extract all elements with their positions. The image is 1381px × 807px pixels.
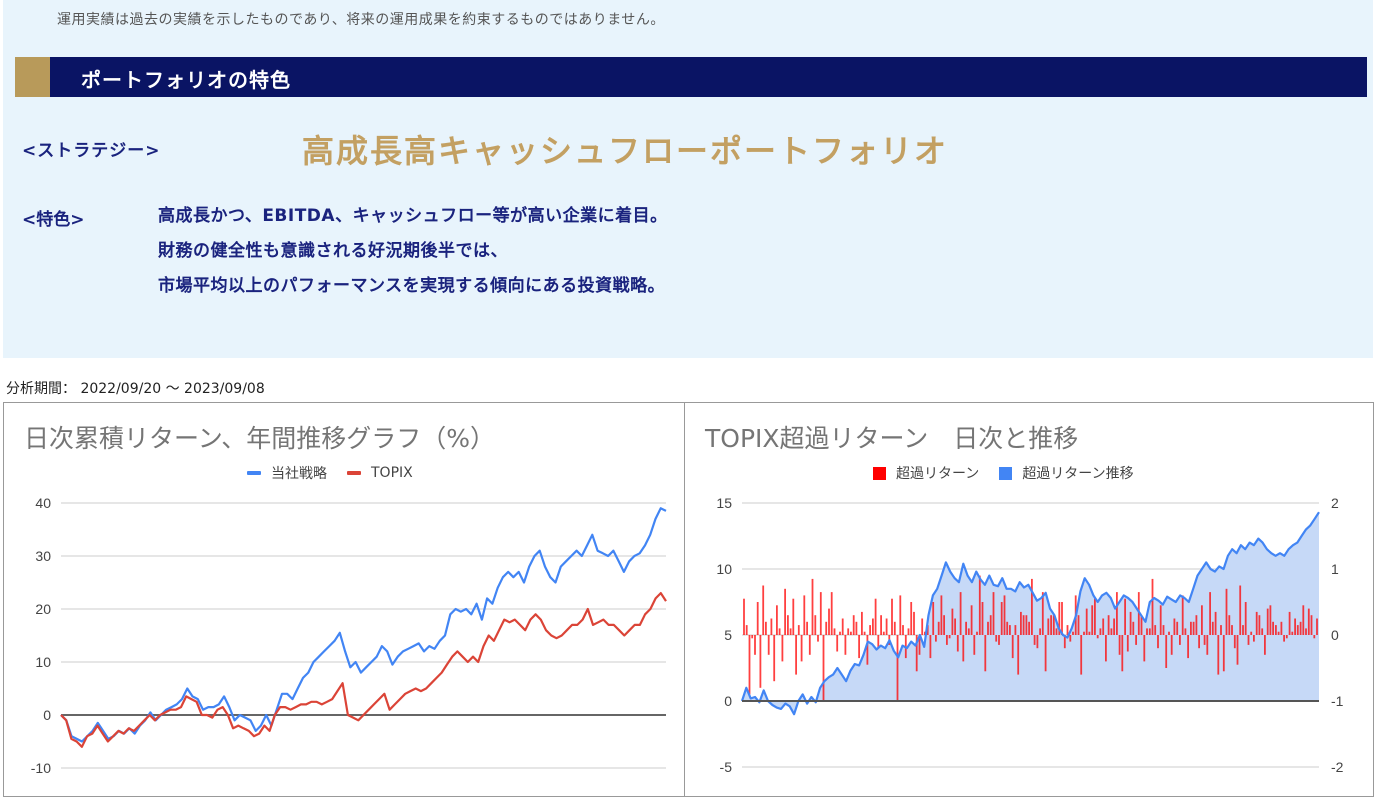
svg-text:0: 0 (724, 693, 732, 709)
feature-label: <特色> (22, 210, 85, 230)
legend-item-excess-trend: 超過リターン推移 (999, 463, 1134, 483)
legend-item-daily-excess: 超過リターン (873, 463, 979, 483)
legend-label: 当社戦略 (271, 466, 327, 482)
svg-text:10: 10 (35, 654, 51, 670)
svg-text:-1: -1 (1331, 693, 1344, 709)
feature-line: 財務の健全性も意識される好況期後半では、 (158, 241, 508, 261)
svg-text:-2: -2 (1331, 759, 1344, 775)
feature-line: 高成長かつ、EBITDA、キャッシュフロー等が高い企業に着目。 (158, 206, 668, 226)
svg-text:-10: -10 (31, 760, 51, 776)
chart-legend: 当社戦略 TOPIX (247, 463, 433, 483)
legend-swatch-blue (999, 466, 1013, 480)
feature-description: 高成長かつ、EBITDA、キャッシュフロー等が高い企業に着目。 財務の健全性も意… (158, 204, 668, 309)
section-header-bar: ポートフォリオの特色 (15, 57, 1367, 97)
svg-text:-5: -5 (720, 759, 733, 775)
svg-text:0: 0 (43, 707, 51, 723)
svg-text:40: 40 (35, 495, 51, 511)
svg-text:5: 5 (724, 627, 732, 643)
svg-text:30: 30 (35, 548, 51, 564)
section-header-accent (15, 57, 50, 97)
feature-line: 市場平均以上のパフォーマンスを実現する傾向にある投資戦略。 (158, 276, 666, 296)
strategy-label: <ストラテジー> (22, 141, 161, 161)
legend-item-topix: TOPIX (347, 465, 413, 481)
svg-text:0: 0 (1331, 627, 1339, 643)
strategy-name: 高成長高キャッシュフローポートフォリオ (302, 132, 949, 170)
chart-legend: 超過リターン 超過リターン推移 (873, 463, 1154, 483)
cumulative-return-chart: 日次累積リターン、年間推移グラフ（%） 当社戦略 TOPIX 40 30 20 10 0… (3, 402, 685, 797)
svg-text:20: 20 (35, 601, 51, 617)
chart-title: TOPIX超過リターン 日次と推移 (705, 424, 1079, 453)
svg-text:10: 10 (716, 561, 732, 577)
performance-disclaimer: 運用実績は過去の実績を示したものであり、将来の運用成果を約束するものではありませ… (57, 12, 665, 28)
svg-text:15: 15 (716, 495, 732, 511)
legend-label: 超過リターン (896, 466, 980, 482)
svg-text:1: 1 (1331, 561, 1339, 577)
svg-text:2: 2 (1331, 495, 1339, 511)
section-title: ポートフォリオの特色 (81, 68, 291, 92)
legend-swatch-red (873, 466, 886, 480)
legend-label: 超過リターン推移 (1022, 466, 1134, 482)
chart-title: 日次累積リターン、年間推移グラフ（%） (24, 424, 496, 453)
analysis-period: 分析期間： 2022/09/20 ～ 2023/09/08 (6, 381, 265, 397)
legend-label: TOPIX (371, 465, 413, 481)
legend-swatch-red (347, 471, 361, 475)
legend-swatch-blue (247, 471, 261, 475)
excess-return-plot: 15 210 15 00 -1-5 -2 (716, 495, 1344, 775)
cumulative-return-plot: 40 30 20 10 0 -10 (31, 495, 667, 776)
excess-return-chart: TOPIX超過リターン 日次と推移 超過リターン 超過リターン推移 15 2 10 1… (684, 402, 1374, 797)
legend-item-strategy: 当社戦略 (247, 463, 327, 483)
